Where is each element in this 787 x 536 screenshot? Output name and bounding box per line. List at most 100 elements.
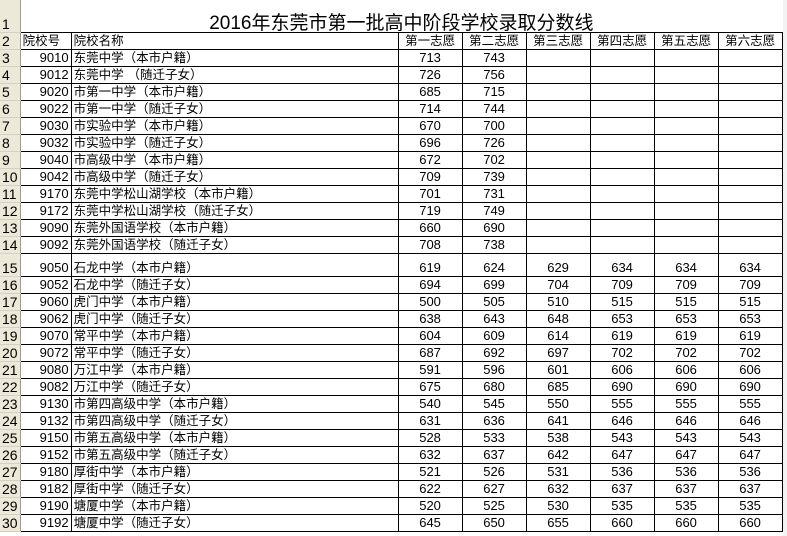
score-cell-choice-3[interactable] bbox=[525, 168, 591, 186]
score-cell-choice-2[interactable]: 505 bbox=[461, 293, 527, 311]
school-id-cell[interactable]: 9192 bbox=[19, 514, 72, 532]
score-cell-choice-2[interactable]: 627 bbox=[461, 480, 527, 498]
score-cell-choice-5[interactable] bbox=[653, 83, 719, 101]
row-header[interactable]: 13 bbox=[0, 219, 21, 237]
score-cell-choice-5[interactable] bbox=[653, 168, 719, 186]
school-id-cell[interactable]: 9082 bbox=[19, 378, 72, 396]
score-cell-choice-2[interactable]: 680 bbox=[461, 378, 527, 396]
score-cell-choice-4[interactable] bbox=[589, 83, 655, 101]
score-cell-choice-2[interactable]: 715 bbox=[461, 83, 527, 101]
school-id-cell[interactable]: 9190 bbox=[19, 497, 72, 515]
score-cell-choice-1[interactable]: 708 bbox=[397, 236, 463, 254]
score-cell-choice-2[interactable]: 533 bbox=[461, 429, 527, 447]
score-cell-choice-6[interactable]: 555 bbox=[717, 395, 783, 413]
school-name-cell[interactable]: 市第五高级中学（随迁子女） bbox=[70, 446, 399, 464]
score-cell-choice-2[interactable]: 702 bbox=[461, 151, 527, 169]
score-cell-choice-6[interactable] bbox=[717, 151, 783, 169]
score-cell-choice-4[interactable]: 535 bbox=[589, 497, 655, 515]
score-cell-choice-1[interactable]: 645 bbox=[397, 514, 463, 532]
header-cell-choice-1[interactable]: 第一志愿 bbox=[397, 32, 463, 50]
school-id-cell[interactable]: 9062 bbox=[19, 310, 72, 328]
score-cell-choice-1[interactable]: 638 bbox=[397, 310, 463, 328]
sheet-title[interactable]: 2016年东莞市第一批高中阶段学校录取分数线 bbox=[20, 0, 783, 33]
score-cell-choice-2[interactable]: 545 bbox=[461, 395, 527, 413]
row-header[interactable]: 9 bbox=[0, 151, 21, 169]
header-cell-choice-3[interactable]: 第三志愿 bbox=[525, 32, 591, 50]
score-cell-choice-4[interactable]: 606 bbox=[589, 361, 655, 379]
score-cell-choice-4[interactable] bbox=[589, 49, 655, 67]
row-header[interactable]: 24 bbox=[0, 412, 21, 430]
score-cell-choice-6[interactable]: 634 bbox=[717, 253, 783, 277]
row-header[interactable]: 1 bbox=[0, 0, 21, 33]
score-cell-choice-6[interactable] bbox=[717, 219, 783, 237]
school-name-cell[interactable]: 常平中学（本市户籍） bbox=[70, 327, 399, 345]
score-cell-choice-3[interactable] bbox=[525, 66, 591, 84]
score-cell-choice-3[interactable] bbox=[525, 236, 591, 254]
score-cell-choice-1[interactable]: 521 bbox=[397, 463, 463, 481]
score-cell-choice-1[interactable]: 694 bbox=[397, 276, 463, 294]
score-cell-choice-6[interactable]: 606 bbox=[717, 361, 783, 379]
header-cell-school-name[interactable]: 院校名称 bbox=[70, 32, 399, 50]
score-cell-choice-1[interactable]: 670 bbox=[397, 117, 463, 135]
score-cell-choice-1[interactable]: 709 bbox=[397, 168, 463, 186]
score-cell-choice-3[interactable]: 632 bbox=[525, 480, 591, 498]
school-id-cell[interactable]: 9180 bbox=[19, 463, 72, 481]
score-cell-choice-5[interactable]: 647 bbox=[653, 446, 719, 464]
score-cell-choice-3[interactable]: 704 bbox=[525, 276, 591, 294]
school-name-cell[interactable]: 厚街中学（本市户籍） bbox=[70, 463, 399, 481]
score-cell-choice-3[interactable] bbox=[525, 83, 591, 101]
school-id-cell[interactable]: 9050 bbox=[19, 253, 72, 277]
row-header[interactable]: 17 bbox=[0, 293, 21, 311]
score-cell-choice-6[interactable]: 515 bbox=[717, 293, 783, 311]
score-cell-choice-1[interactable]: 591 bbox=[397, 361, 463, 379]
row-header[interactable]: 29 bbox=[0, 497, 21, 515]
score-cell-choice-6[interactable] bbox=[717, 83, 783, 101]
school-id-cell[interactable]: 9170 bbox=[19, 185, 72, 203]
header-cell-choice-6[interactable]: 第六志愿 bbox=[717, 32, 783, 50]
school-id-cell[interactable]: 9070 bbox=[19, 327, 72, 345]
score-cell-choice-1[interactable]: 714 bbox=[397, 100, 463, 118]
score-cell-choice-2[interactable]: 749 bbox=[461, 202, 527, 220]
row-header[interactable]: 16 bbox=[0, 276, 21, 294]
school-id-cell[interactable]: 9090 bbox=[19, 219, 72, 237]
score-cell-choice-4[interactable]: 709 bbox=[589, 276, 655, 294]
row-header[interactable]: 23 bbox=[0, 395, 21, 413]
score-cell-choice-1[interactable]: 713 bbox=[397, 49, 463, 67]
school-id-cell[interactable]: 9172 bbox=[19, 202, 72, 220]
row-header[interactable]: 15 bbox=[0, 253, 21, 277]
score-cell-choice-3[interactable]: 510 bbox=[525, 293, 591, 311]
score-cell-choice-4[interactable]: 536 bbox=[589, 463, 655, 481]
score-cell-choice-1[interactable]: 696 bbox=[397, 134, 463, 152]
score-cell-choice-5[interactable]: 660 bbox=[653, 514, 719, 532]
score-cell-choice-6[interactable]: 653 bbox=[717, 310, 783, 328]
row-header[interactable]: 7 bbox=[0, 117, 21, 135]
score-cell-choice-3[interactable] bbox=[525, 151, 591, 169]
score-cell-choice-2[interactable]: 526 bbox=[461, 463, 527, 481]
row-header[interactable]: 6 bbox=[0, 100, 21, 118]
school-id-cell[interactable]: 9052 bbox=[19, 276, 72, 294]
school-name-cell[interactable]: 塘厦中学（随迁子女） bbox=[70, 514, 399, 532]
row-header[interactable]: 27 bbox=[0, 463, 21, 481]
score-cell-choice-2[interactable]: 643 bbox=[461, 310, 527, 328]
row-header[interactable]: 30 bbox=[0, 514, 21, 532]
score-cell-choice-1[interactable]: 528 bbox=[397, 429, 463, 447]
score-cell-choice-4[interactable]: 660 bbox=[589, 514, 655, 532]
row-header[interactable]: 22 bbox=[0, 378, 21, 396]
score-cell-choice-4[interactable] bbox=[589, 151, 655, 169]
score-cell-choice-2[interactable]: 738 bbox=[461, 236, 527, 254]
score-cell-choice-5[interactable] bbox=[653, 66, 719, 84]
header-cell-school-id[interactable]: 院校号 bbox=[19, 32, 72, 50]
score-cell-choice-6[interactable]: 702 bbox=[717, 344, 783, 362]
score-cell-choice-6[interactable] bbox=[717, 100, 783, 118]
row-header[interactable]: 20 bbox=[0, 344, 21, 362]
score-cell-choice-2[interactable]: 525 bbox=[461, 497, 527, 515]
school-id-cell[interactable]: 9132 bbox=[19, 412, 72, 430]
score-cell-choice-4[interactable]: 637 bbox=[589, 480, 655, 498]
school-name-cell[interactable]: 东莞中学 （随迁子女） bbox=[70, 66, 399, 84]
school-name-cell[interactable]: 万江中学（随迁子女） bbox=[70, 378, 399, 396]
score-cell-choice-3[interactable]: 530 bbox=[525, 497, 591, 515]
school-name-cell[interactable]: 东莞中学松山湖学校（随迁子女） bbox=[70, 202, 399, 220]
score-cell-choice-1[interactable]: 685 bbox=[397, 83, 463, 101]
school-id-cell[interactable]: 9042 bbox=[19, 168, 72, 186]
score-cell-choice-2[interactable]: 739 bbox=[461, 168, 527, 186]
